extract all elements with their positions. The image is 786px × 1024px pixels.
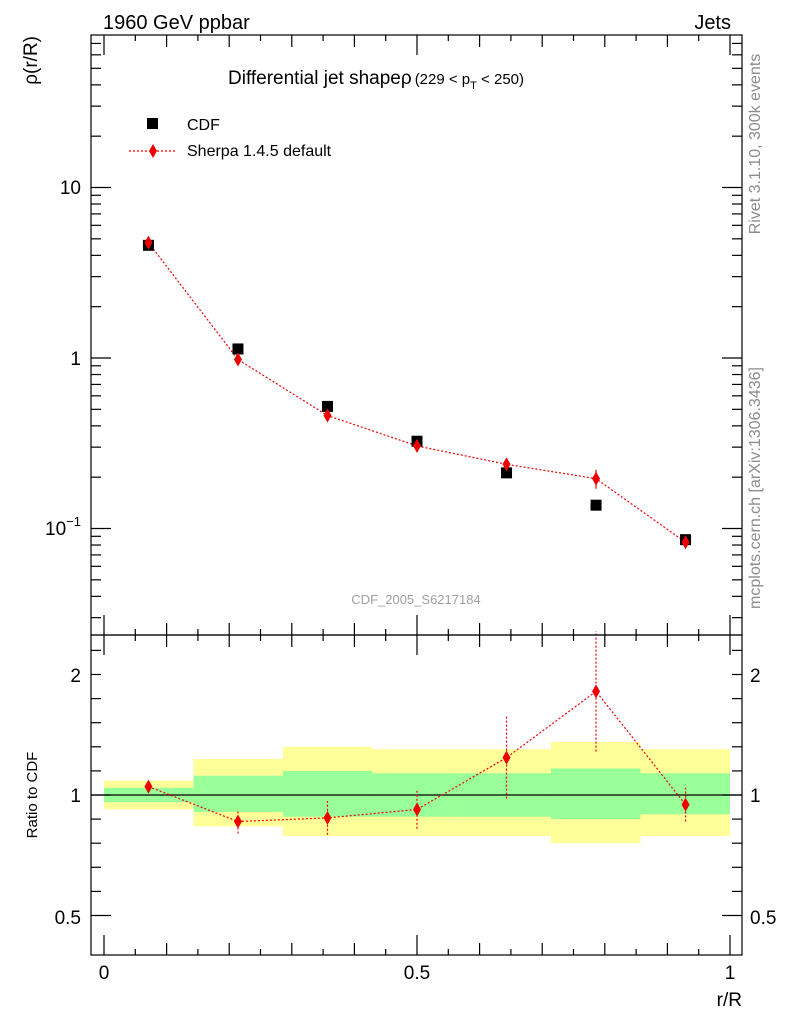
- legend-cdf-marker: [147, 118, 158, 129]
- ratio-y-axis-label: Ratio to CDF: [24, 752, 41, 839]
- ratio-mc-point: [323, 810, 332, 825]
- x-tick-label-0: 0: [99, 963, 110, 984]
- mc-point: [592, 471, 601, 486]
- x-tick-label-0.5: 0.5: [404, 963, 430, 984]
- legend: CDF Sherpa 1.4.5 default: [129, 117, 332, 160]
- ratio-inner-band: [550, 768, 641, 820]
- ratio-y-tick-label-0.5: 0.5: [55, 908, 81, 929]
- ratio-mc-point: [233, 814, 242, 829]
- ratio-mc-point: [502, 750, 511, 765]
- x-tick-labels: 0 0.5 1: [99, 963, 736, 984]
- header-energy-label: 1960 GeV ppbar: [103, 12, 250, 34]
- plot-title-range: (229 < p: [415, 71, 470, 88]
- main-axis-ticks: [91, 35, 742, 635]
- mc-point: [323, 408, 332, 423]
- cdf-data-points: [142, 239, 692, 546]
- main-y-axis-label: ρ(r/R): [21, 36, 42, 85]
- rivet-version-label: Rivet 3.1.10, 300k events: [747, 54, 764, 235]
- y-tick-label-0.1-exponent: −1: [66, 514, 81, 529]
- y-tick-label-0.1: 10−1: [45, 514, 81, 540]
- ratio-y-tick-labels-left: 2 1 0.5: [55, 666, 81, 929]
- mc-point: [681, 535, 690, 550]
- plot-title-rho: ρ: [401, 68, 412, 89]
- cdf-data-point: [590, 499, 602, 511]
- mc-point: [233, 352, 242, 367]
- mc-error-bars: [147, 240, 687, 548]
- cdf-data-point: [232, 343, 244, 355]
- ratio-y-tick-labels-right: 2 1 0.5: [750, 666, 776, 929]
- x-tick-label-1: 1: [725, 963, 736, 984]
- mcplots-reference-label: mcplots.cern.ch [arXiv:1306.3436]: [747, 367, 764, 609]
- ratio-mc-point: [681, 797, 690, 812]
- mc-connecting-line: [147, 242, 686, 543]
- header-process-label: Jets: [694, 12, 731, 34]
- plot-title-range-close: < 250): [477, 71, 524, 88]
- ratio-panel: Ratio to CDF 2 1 0.5 2 1 0.5 0 0.5 1 r/R: [24, 631, 776, 1011]
- x-axis-label: r/R: [717, 990, 742, 1011]
- plot-title-range-sub: T: [470, 80, 477, 92]
- ratio-mc-point: [592, 684, 601, 699]
- plot-title: Differential jet shapeρ (229 < pT < 250): [228, 68, 524, 92]
- mc-points: [144, 235, 690, 550]
- ratio-y-tick-label-1: 1: [70, 786, 81, 807]
- legend-cdf-label: CDF: [187, 117, 220, 134]
- mc-series-line: [147, 242, 686, 543]
- ratio-inner-band: [193, 775, 284, 812]
- mc-point: [144, 235, 153, 250]
- cdf-data-point: [321, 400, 333, 412]
- ratio-axis-ticks: [91, 635, 742, 955]
- y-tick-label-0.1-base: 10: [45, 519, 66, 540]
- ratio-y-tick-label-0.5-right: 0.5: [750, 908, 776, 929]
- analysis-watermark: CDF_2005_S6217184: [351, 592, 480, 607]
- legend-mc-label: Sherpa 1.4.5 default: [187, 143, 332, 160]
- mc-point: [413, 438, 421, 453]
- plot-title-main: Differential jet shape: [228, 68, 401, 89]
- ratio-y-tick-label-1-right: 1: [750, 786, 761, 807]
- ratio-mc-point: [413, 802, 421, 817]
- ratio-y-tick-label-2-right: 2: [750, 666, 761, 687]
- legend-mc-marker: [149, 144, 157, 158]
- ratio-mc-point: [144, 779, 153, 794]
- y-tick-label-10: 10: [60, 178, 81, 199]
- ratio-mc-points: [144, 684, 690, 829]
- cdf-data-point: [501, 467, 513, 479]
- main-y-tick-labels: 10−1 1 10: [45, 178, 81, 540]
- main-panel: Differential jet shapeρ (229 < pT < 250) …: [21, 34, 743, 636]
- ratio-frame: [90, 634, 743, 956]
- mc-point: [502, 457, 511, 472]
- ratio-y-tick-label-2: 2: [70, 666, 81, 687]
- y-tick-label-1: 1: [70, 349, 81, 370]
